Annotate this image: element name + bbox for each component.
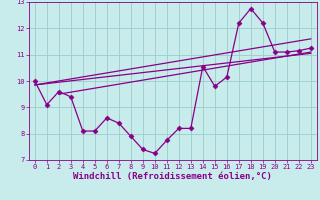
X-axis label: Windchill (Refroidissement éolien,°C): Windchill (Refroidissement éolien,°C) (73, 172, 272, 181)
